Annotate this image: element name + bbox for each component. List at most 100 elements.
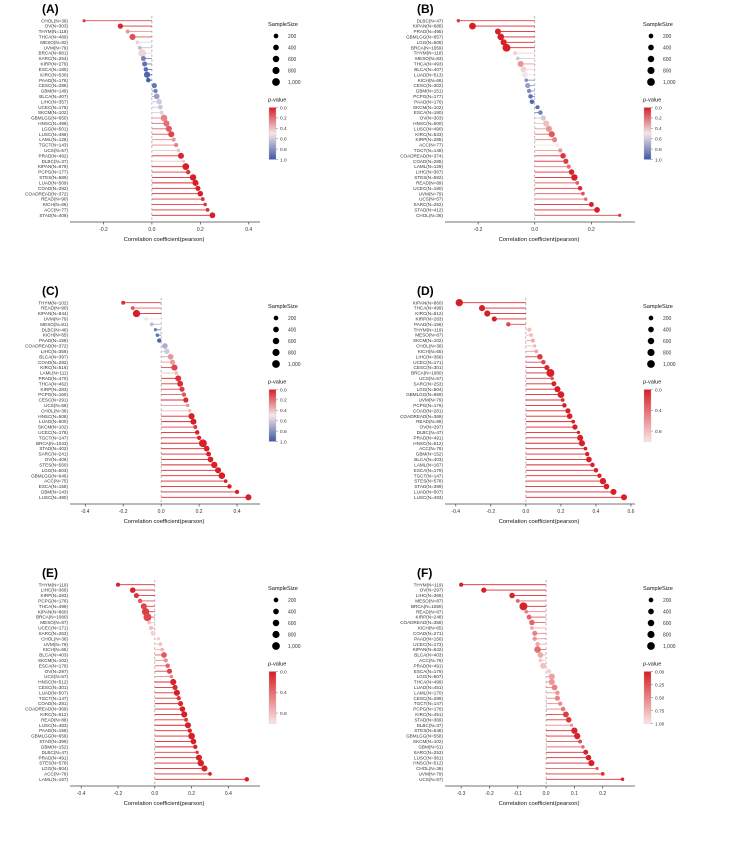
lollipop-dot xyxy=(527,327,532,332)
lollipop-dot xyxy=(177,701,184,707)
cancer-type-label: KIRP(N=279) xyxy=(41,62,69,67)
cancer-type-label: SKCM(N=102) xyxy=(38,658,68,663)
cancer-type-label: ESCA(N=179) xyxy=(39,663,69,668)
cancer-type-label: HNSC(N=512) xyxy=(413,441,443,446)
x-axis-tick-label: 0.0 xyxy=(148,227,155,233)
lollipop-dot xyxy=(532,630,538,636)
x-axis-tick-label: 0.0 xyxy=(151,791,158,797)
lollipop-dot xyxy=(190,738,197,745)
cancer-type-label: STES(N=548) xyxy=(414,728,443,733)
lollipop-dot xyxy=(188,413,195,420)
cancer-type-label: READ(N=87) xyxy=(416,609,443,614)
sample-size-legend-label: 800 xyxy=(663,68,672,74)
cancer-type-label: UCEC(N=171) xyxy=(413,360,443,365)
cancer-type-label: GBMLGG(N=657) xyxy=(406,35,443,40)
lollipop-dot xyxy=(208,772,212,776)
lollipop-dot xyxy=(583,749,589,755)
lollipop-dot xyxy=(569,723,574,727)
lollipop-dot xyxy=(541,359,546,365)
cancer-type-label: OV(N=303) xyxy=(45,24,69,29)
cancer-type-label: GBMLGG(N=650) xyxy=(31,116,68,121)
x-axis-tick-label: 0.0 xyxy=(522,509,529,515)
cancer-type-label: ESCA(N=179) xyxy=(414,669,444,674)
lollipop-dot xyxy=(207,456,214,463)
cancer-type-label: READ(N=89) xyxy=(416,180,443,185)
cancer-type-label: CESC(N=286) xyxy=(39,83,69,88)
lollipop-dot xyxy=(555,690,560,696)
cancer-type-label: DLBC(N=47) xyxy=(417,18,444,23)
p-value-colorbar xyxy=(643,107,652,160)
cancer-type-label: KIRC(N=512) xyxy=(40,712,68,717)
lollipop-dot xyxy=(144,317,148,321)
lollipop-dot xyxy=(160,647,164,652)
cancer-type-label: CESC(N=291) xyxy=(39,398,69,403)
cancer-type-label: TGCT(N=148) xyxy=(414,148,444,153)
lollipop-dot xyxy=(610,488,617,495)
cancer-type-label: COAD(N=271) xyxy=(413,631,443,636)
cancer-type-label: LAML(N=111) xyxy=(40,371,69,376)
x-axis-title: Correlation coefficient(pearson) xyxy=(124,801,205,807)
lollipop-dot xyxy=(184,717,189,722)
cancer-type-label: KIPAN(N=844) xyxy=(38,311,69,316)
lollipop-dot xyxy=(497,33,505,41)
cancer-type-label: UCEC(N=173) xyxy=(413,642,443,647)
lollipop-dot xyxy=(455,299,463,307)
panel-letter-b: (B) xyxy=(417,2,434,16)
lollipop-dot xyxy=(565,717,572,723)
lollipop-dot xyxy=(548,673,555,680)
cancer-type-label: UCEC(N=175) xyxy=(38,105,68,110)
cancer-type-label: GBM(N=149) xyxy=(41,89,69,94)
sample-size-legend-dot xyxy=(647,66,655,75)
cancer-type-label: PCPG(N=176) xyxy=(413,707,443,712)
x-axis-tick-label: 0.4 xyxy=(225,791,232,797)
cancer-type-label: STAD(N=399) xyxy=(39,739,68,744)
cancer-type-label: GBM(N=152) xyxy=(41,744,69,749)
lollipop-dot xyxy=(192,179,199,186)
cancer-type-label: COADREAD(N=369) xyxy=(25,707,68,712)
sample-size-legend-dot xyxy=(272,630,280,639)
x-axis-tick-label: 0.4 xyxy=(234,509,241,515)
cancer-type-label: COADREAD(N=369) xyxy=(400,414,443,419)
cancer-type-label: CHOL(N=36) xyxy=(416,213,443,218)
p-value-colorbar-tick-label: 0.0 xyxy=(655,387,662,393)
cancer-type-label: KICH(N=66) xyxy=(43,202,69,207)
lollipop-dot xyxy=(529,99,535,105)
cancer-type-label: PCPG(N=176) xyxy=(413,403,443,408)
sample-size-legend-label: 400 xyxy=(663,45,672,51)
p-value-colorbar-tick-label: 0.75 xyxy=(655,708,665,714)
cancer-type-label: KICH(N=65) xyxy=(43,333,69,338)
cancer-type-label: TGCT(N=147) xyxy=(414,473,444,478)
lollipop-dot xyxy=(146,77,151,83)
cancer-type-label: HNSC(N=512) xyxy=(413,761,443,766)
lollipop-dot xyxy=(173,142,179,148)
cancer-type-label: PCPG(N=160) xyxy=(38,392,68,397)
lollipop-dot xyxy=(618,213,622,217)
cancer-type-label: SKCM(N=102) xyxy=(38,425,68,430)
cancer-type-label: CHOL(N=36) xyxy=(41,408,68,413)
cancer-type-label: CESC(N=289) xyxy=(414,696,444,701)
lollipop-dot xyxy=(548,131,555,138)
cancer-type-label: STES(N=560) xyxy=(39,462,68,467)
p-value-colorbar-tick-label: 0.2 xyxy=(655,116,662,122)
panel-b: (B) DLBC(N=47) KIPAN(N=688) PRAD(N=495) GBM… xyxy=(375,2,750,284)
lollipop-dot xyxy=(526,88,532,94)
cancer-type-label: ESCA(N=158) xyxy=(39,484,69,489)
x-axis-tick-label: -0.2 xyxy=(114,791,123,797)
lollipop-dot xyxy=(585,754,592,761)
p-value-colorbar-tick-label: 0.0 xyxy=(280,105,287,111)
cancer-type-label: SARC(N=254) xyxy=(39,56,69,61)
lollipop-dot xyxy=(558,148,563,153)
cancer-type-label: SARC(N=253) xyxy=(414,381,444,386)
cancer-type-label: TGCT(N=147) xyxy=(414,701,444,706)
sample-size-legend-dot xyxy=(647,642,655,650)
cancer-type-label: LIHC(N=367) xyxy=(416,170,444,175)
lollipop-dot xyxy=(519,602,528,611)
cancer-type-label: THYM(N=102) xyxy=(38,300,68,305)
sample-size-legend-dot xyxy=(273,608,279,615)
lollipop-dot xyxy=(245,494,252,501)
lollipop-dot xyxy=(585,451,590,457)
cancer-type-label: READ(N=90) xyxy=(41,306,68,311)
sample-size-legend-title: SampleSize xyxy=(268,22,298,28)
cancer-type-label: PRAD(N=491) xyxy=(39,755,69,760)
x-axis-title: Correlation coefficient(pearson) xyxy=(499,519,580,525)
